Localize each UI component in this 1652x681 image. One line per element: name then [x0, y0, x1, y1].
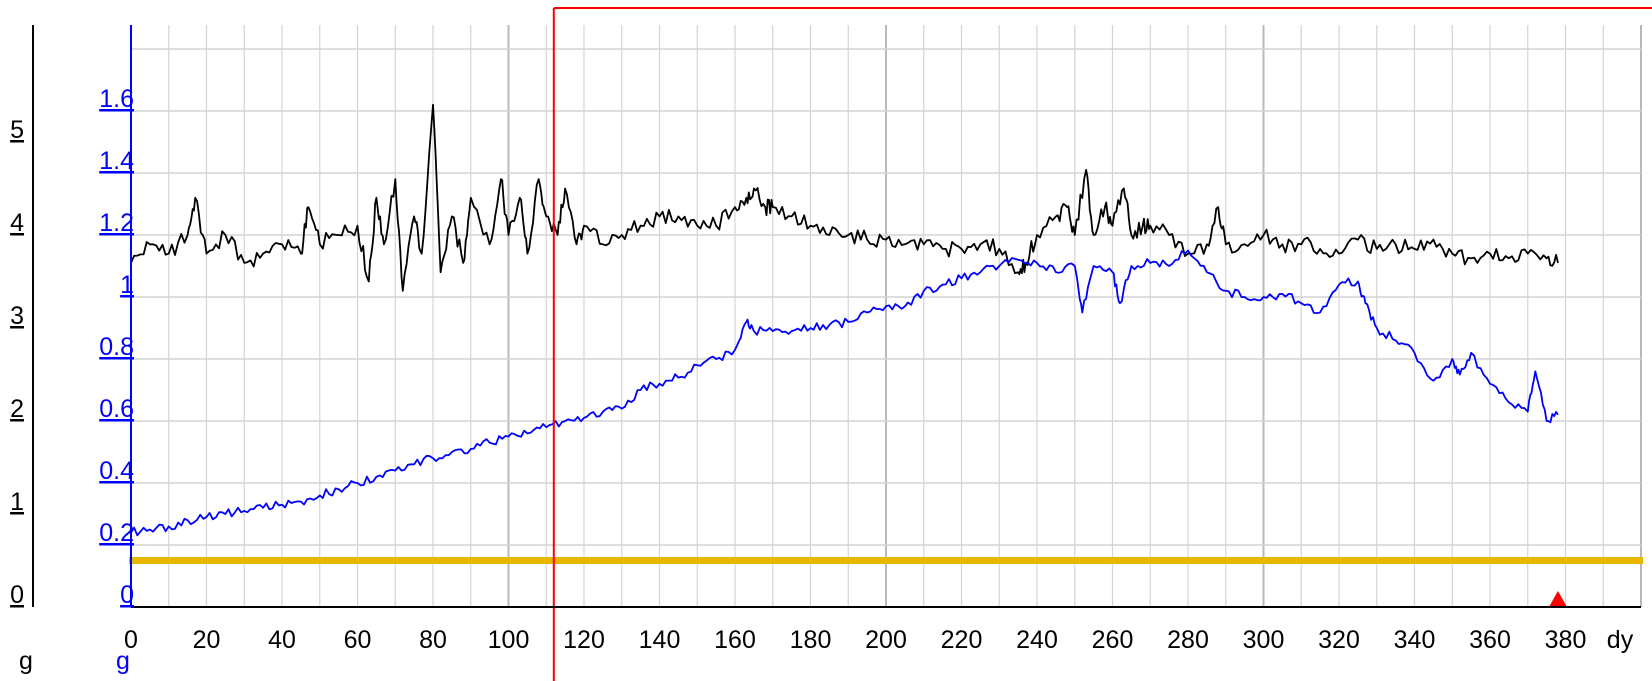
right-axis-tick-label: 0	[120, 581, 134, 609]
right-axis-tick-label: 1.4	[99, 147, 134, 175]
right-axis-unit: g	[116, 647, 130, 675]
x-axis-tick-label: 220	[941, 626, 983, 654]
x-axis-label: dy	[1607, 626, 1634, 654]
x-axis-tick-label: 80	[419, 626, 447, 654]
left-axis-tick-label: 4	[10, 209, 24, 237]
left-axis-tick-label: 2	[10, 395, 24, 423]
right-axis-tick-label: 0.4	[99, 457, 134, 485]
current-position-marker	[1548, 591, 1567, 607]
left-axis-tick-label: 1	[10, 488, 24, 516]
x-axis-tick-label: 260	[1092, 626, 1134, 654]
right-axis-tick-label: 1.2	[99, 209, 134, 237]
x-axis-tick-label: 360	[1469, 626, 1511, 654]
x-axis-tick-label: 300	[1243, 626, 1285, 654]
left-axis-tick-label: 0	[10, 581, 24, 609]
x-axis-tick-label: 140	[639, 626, 681, 654]
x-axis-tick-label: 20	[193, 626, 221, 654]
x-axis-tick-label: 40	[268, 626, 296, 654]
right-axis-tick-label: 1.6	[99, 85, 134, 113]
x-axis-tick-label: 240	[1016, 626, 1058, 654]
left-axis-tick-label: 3	[10, 302, 24, 330]
x-axis-tick-label: 100	[488, 626, 530, 654]
series-line-blue	[130, 249, 1559, 537]
x-axis-tick-label: 160	[714, 626, 756, 654]
series-line-black	[130, 103, 1559, 292]
right-axis-tick-label: 0.6	[99, 395, 134, 423]
x-axis-tick-label: 280	[1167, 626, 1209, 654]
x-axis-tick-label: 380	[1545, 626, 1587, 654]
right-axis-tick-label: 1	[120, 271, 134, 299]
x-axis-tick-label: 120	[563, 626, 605, 654]
grid-lines	[130, 25, 1642, 607]
left-axis-unit: g	[19, 647, 33, 675]
tick-labels: 0 1 2 3 4 5 0 0.2 0.4 0.6 0.8 1 1.2 1.4 1.6 0 20 40 60 80 10…	[10, 85, 1634, 675]
axes	[32, 25, 1641, 608]
x-axis-tick-label: 180	[790, 626, 832, 654]
x-axis-tick-label: 200	[865, 626, 907, 654]
x-axis-tick-label: 340	[1394, 626, 1436, 654]
x-axis-tick-label: 0	[124, 626, 138, 654]
series-layer	[129, 7, 1652, 681]
x-axis-tick-label: 320	[1318, 626, 1360, 654]
x-axis-tick-label: 60	[344, 626, 372, 654]
right-axis-tick-label: 0.8	[99, 333, 134, 361]
right-axis-tick-label: 0.2	[99, 519, 134, 547]
left-axis-tick-label: 5	[10, 116, 24, 144]
